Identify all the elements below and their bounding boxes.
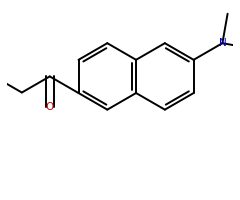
Text: N: N — [219, 38, 226, 48]
Text: O: O — [46, 102, 54, 112]
